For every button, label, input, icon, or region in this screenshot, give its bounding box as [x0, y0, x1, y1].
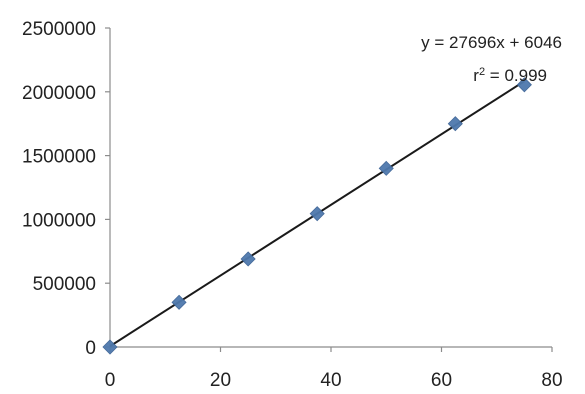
x-tick-label: 60	[431, 370, 452, 391]
r-squared-value: = 0.999	[485, 66, 547, 85]
r-squared-exponent: 2	[479, 66, 485, 78]
x-tick-label: 40	[320, 370, 341, 391]
r-squared-label: r2 = 0.999	[473, 66, 547, 85]
trendline-equation: y = 27696x + 6046	[421, 33, 562, 52]
r-squared-prefix: r	[473, 66, 479, 85]
chart-axes	[105, 27, 553, 352]
data-point	[309, 206, 325, 222]
chart-points	[102, 77, 532, 355]
y-tick-label: 1000000	[22, 210, 96, 231]
x-tick-label: 80	[541, 370, 562, 391]
chart-tick-labels: 0 500000 1000000 1500000 2000000 2500000 0 20 40…	[22, 19, 563, 391]
data-point	[240, 251, 256, 267]
data-point	[516, 77, 532, 93]
data-point	[171, 294, 187, 310]
x-tick-label: 0	[105, 370, 116, 391]
y-tick-label: 1500000	[22, 147, 96, 168]
x-tick-label: 20	[210, 370, 231, 391]
data-point	[102, 339, 118, 355]
y-tick-label: 500000	[33, 274, 96, 295]
data-point	[447, 116, 463, 132]
y-tick-label: 0	[85, 338, 96, 359]
chart-annotations: y = 27696x + 6046 r2 = 0.999	[421, 33, 562, 85]
y-tick-label: 2500000	[22, 19, 96, 40]
data-point	[378, 160, 394, 176]
y-tick-label: 2000000	[22, 83, 96, 104]
